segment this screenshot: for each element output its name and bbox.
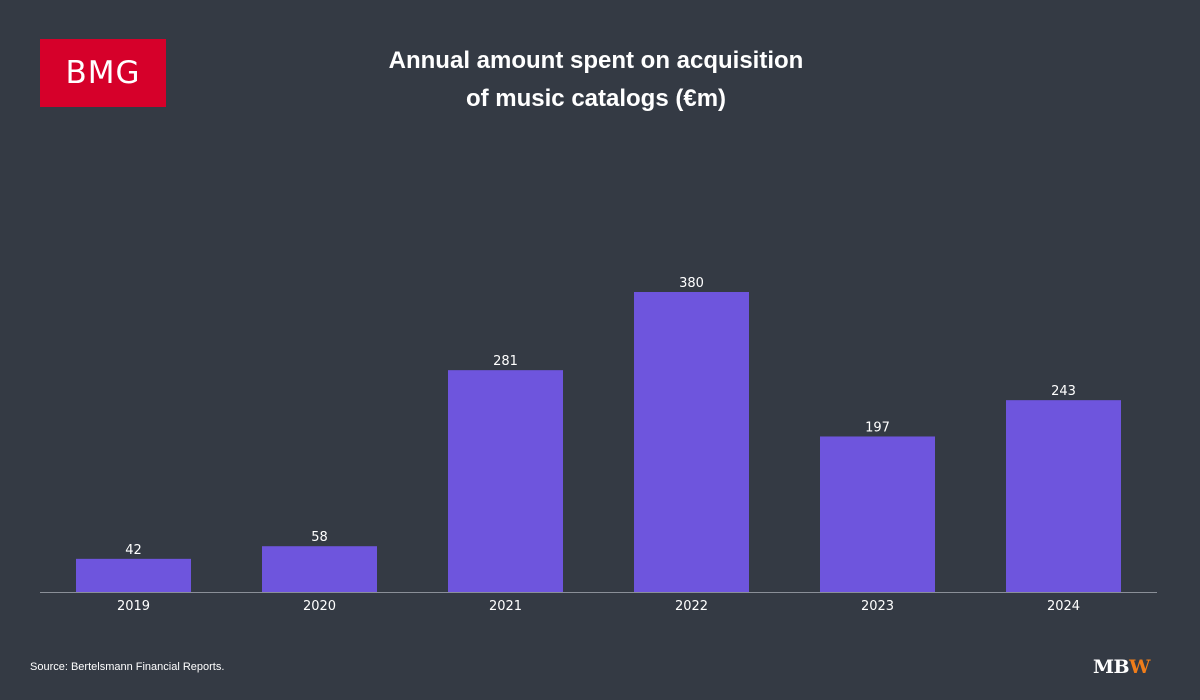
x-tick-label-2022: 2022 — [675, 599, 708, 614]
mbw-logo: MBW — [1093, 656, 1150, 678]
data-label-2022: 380 — [679, 276, 704, 291]
bar-2021 — [448, 370, 563, 592]
bmg-logo: BMG — [40, 39, 166, 107]
bar-2022 — [634, 292, 749, 592]
data-label-2023: 197 — [865, 420, 890, 435]
data-label-2021: 281 — [493, 354, 518, 369]
mbw-logo-w: W — [1129, 656, 1150, 678]
bar-2023 — [820, 436, 935, 592]
bar-2019 — [76, 558, 191, 592]
data-label-2019: 42 — [125, 543, 142, 558]
mbw-logo-mb: MB — [1093, 656, 1130, 678]
chart-title: Annual amount spent on acquisition of mu… — [0, 42, 1192, 118]
bar-2024 — [1006, 400, 1121, 592]
data-label-2020: 58 — [311, 530, 328, 545]
x-tick-label-2020: 2020 — [303, 599, 336, 614]
chart-title-line-2: of music catalogs (€m) — [465, 85, 727, 112]
x-tick-label-2019: 2019 — [117, 599, 150, 614]
x-tick-label-2021: 2021 — [489, 599, 522, 614]
x-tick-label-2024: 2024 — [1047, 599, 1080, 614]
data-label-2024: 243 — [1051, 384, 1076, 399]
bar-2020 — [262, 546, 377, 592]
x-tick-label-2023: 2023 — [861, 599, 894, 614]
chart-title-line-1: Annual amount spent on acquisition — [388, 47, 804, 74]
source-note: Source: Bertelsmann Financial Reports. — [30, 661, 225, 673]
